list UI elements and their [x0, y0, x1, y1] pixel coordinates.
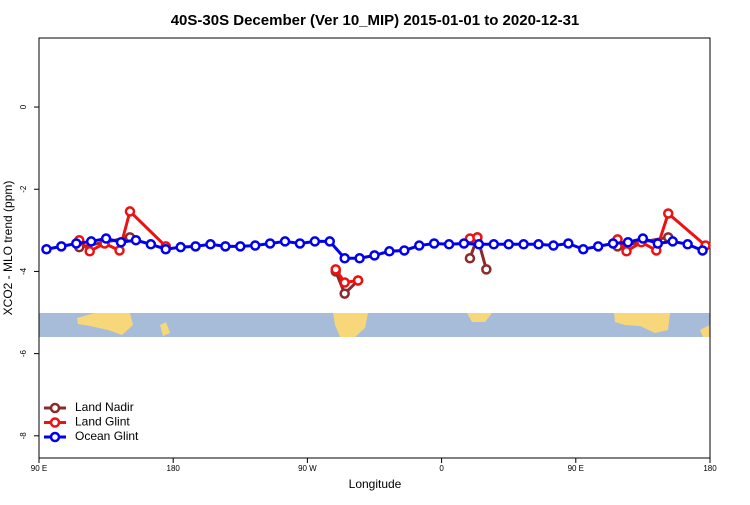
point	[578, 243, 589, 255]
point	[503, 239, 514, 250]
point	[667, 236, 678, 247]
chart-title: 40S-30S December (Ver 10_MIP) 2015-01-01…	[171, 12, 580, 29]
point	[324, 236, 336, 247]
point	[607, 238, 619, 249]
point	[56, 241, 67, 252]
x-tick-label: 0	[439, 464, 444, 473]
point	[458, 238, 470, 249]
point	[473, 239, 485, 250]
point	[175, 241, 186, 253]
legend-marker	[49, 402, 61, 414]
point	[220, 241, 231, 252]
point	[330, 264, 341, 275]
point	[100, 233, 112, 244]
point	[464, 253, 476, 264]
x-tick-label: 90 W	[298, 464, 317, 473]
point	[145, 239, 157, 250]
point	[443, 239, 455, 250]
point	[488, 239, 500, 250]
y-tick-label: 0	[19, 104, 28, 109]
y-tick-label: -6	[19, 350, 28, 358]
point	[682, 239, 693, 250]
point	[235, 241, 246, 252]
legend-marker	[49, 431, 61, 443]
point	[697, 245, 708, 256]
point	[369, 250, 380, 261]
point	[71, 238, 82, 249]
point	[115, 236, 127, 248]
point	[249, 240, 261, 251]
point	[84, 246, 95, 257]
y-tick-label: -8	[19, 432, 28, 440]
legend-label: Land Glint	[75, 415, 130, 429]
point	[352, 275, 364, 286]
point	[309, 236, 321, 247]
point	[294, 238, 306, 249]
point	[114, 245, 125, 256]
x-axis-title: Longitude	[349, 477, 402, 491]
point	[592, 241, 604, 252]
x-tick-label: 180	[167, 464, 181, 473]
legend-label: Ocean Glint	[75, 429, 139, 443]
point	[339, 288, 350, 299]
point	[563, 238, 574, 249]
point	[205, 239, 216, 250]
plot-frame	[38, 37, 711, 459]
point	[130, 234, 142, 246]
point	[160, 243, 171, 255]
y-tick-label: -2	[19, 185, 28, 193]
point	[339, 253, 350, 264]
y-tick-label: -4	[19, 267, 28, 275]
point	[662, 208, 674, 219]
point	[622, 236, 634, 248]
point	[652, 238, 664, 249]
point	[354, 253, 365, 264]
point	[428, 238, 440, 249]
x-tick-label: 90 E	[568, 464, 584, 473]
point	[384, 246, 395, 257]
point	[548, 240, 559, 251]
point	[190, 241, 201, 252]
legend-label: Land Nadir	[75, 400, 134, 414]
point	[621, 246, 632, 257]
x-tick-label: 90 E	[31, 464, 47, 473]
point	[637, 233, 649, 244]
point	[533, 239, 544, 250]
point	[481, 264, 492, 275]
point	[339, 277, 350, 288]
legend-marker	[49, 417, 61, 428]
x-tick-label: 180	[703, 464, 717, 473]
point	[279, 236, 291, 247]
point	[518, 239, 529, 250]
map-strip	[39, 313, 710, 337]
point	[41, 243, 52, 255]
y-axis-title: XCO2 - MLO trend (ppm)	[1, 181, 15, 316]
point	[264, 238, 276, 249]
point	[413, 240, 425, 251]
point	[124, 206, 136, 217]
point	[399, 245, 410, 256]
point	[85, 236, 97, 247]
